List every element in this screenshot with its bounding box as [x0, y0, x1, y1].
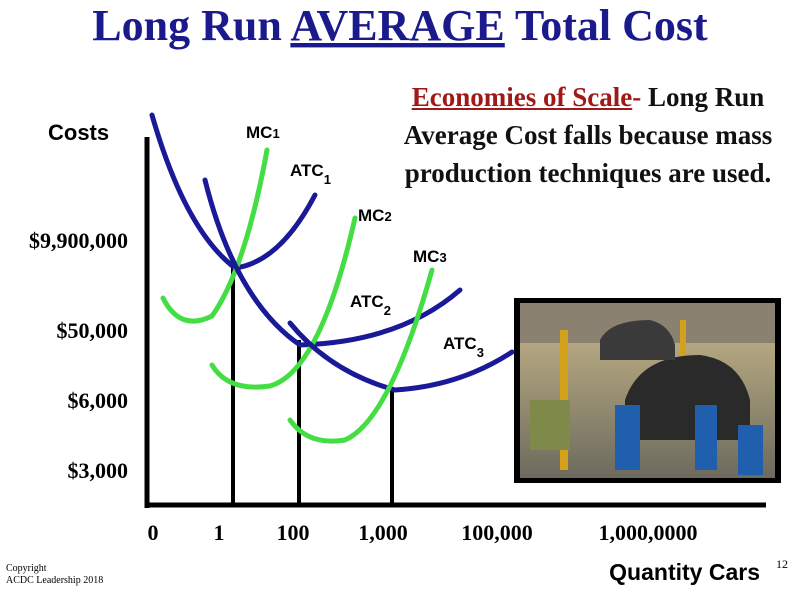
curve-name: MC	[413, 247, 439, 266]
curve-subscript: 2	[384, 209, 391, 224]
curve-name: ATC	[350, 292, 384, 311]
y-axis-label: Costs	[48, 120, 109, 145]
curve-name: ATC	[443, 334, 477, 353]
mc-curve	[160, 147, 270, 324]
curve-subscript: 3	[477, 345, 484, 360]
title: Long Run AVERAGE Total Cost	[92, 1, 708, 50]
x-label: 100,000	[461, 520, 533, 545]
y-label: $9,900,000	[29, 228, 128, 253]
note-text: Long Run Average Cost falls because mass…	[403, 82, 773, 188]
curve-subscript: 1	[324, 172, 331, 187]
title-part: Long Run	[92, 1, 290, 50]
curve-subscript: 1	[272, 126, 279, 141]
x-label: 0	[148, 520, 159, 545]
curve-label: ATC1	[290, 161, 331, 187]
y-label: $3,000	[68, 458, 129, 483]
copyright: Copyright	[6, 563, 47, 574]
atc-curve	[149, 112, 318, 271]
note-dash: -	[632, 82, 642, 112]
x-label: 1,000,0000	[599, 520, 698, 545]
curve-label: ATC2	[350, 292, 391, 318]
y-label: $50,000	[57, 318, 129, 343]
x-label: 1,000	[358, 520, 408, 545]
title-emphasis: AVERAGE	[290, 1, 504, 50]
curve-label: MC3	[413, 247, 447, 266]
curve-name: ATC	[290, 161, 324, 180]
curve-name: MC	[358, 206, 384, 225]
note-term: Economies of Scale	[411, 82, 633, 112]
curve-label: MC1	[246, 123, 280, 142]
factory-photo	[514, 298, 781, 483]
mc-curve	[287, 267, 435, 444]
atc-curve	[287, 320, 515, 393]
curve-name: MC	[246, 123, 272, 142]
copyright-org: ACDC Leadership 2018	[6, 575, 103, 586]
mc-curve	[209, 215, 358, 390]
x-axis-label: Quantity Cars	[609, 559, 760, 585]
page-number: 12	[776, 557, 788, 571]
title-part: Total Cost	[505, 1, 708, 50]
y-label: $6,000	[68, 388, 129, 413]
curve-subscript: 3	[439, 250, 446, 265]
x-label: 100	[277, 520, 310, 545]
curve-label: ATC3	[443, 334, 484, 360]
curve-subscript: 2	[384, 303, 391, 318]
curve-label: MC2	[358, 206, 392, 225]
x-label: 1	[214, 520, 225, 545]
note: Economies of Scale- Long Run Average Cos…	[398, 78, 778, 192]
